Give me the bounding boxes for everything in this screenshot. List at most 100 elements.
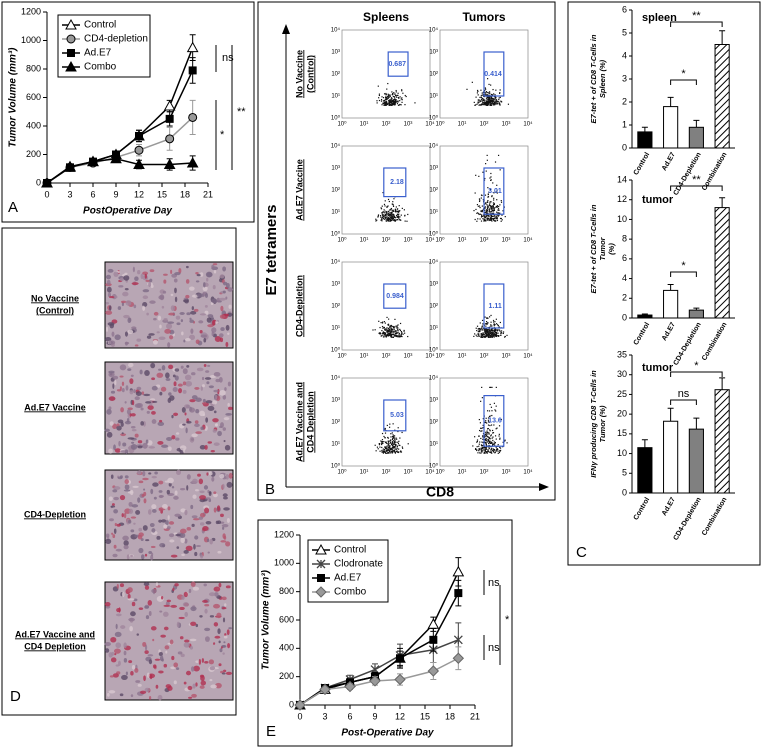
tissue-texture xyxy=(105,538,112,544)
event-dot xyxy=(396,336,398,338)
tissue-texture xyxy=(143,498,147,504)
event-dot xyxy=(489,188,491,191)
marker xyxy=(65,18,77,30)
legend-label: Control xyxy=(334,545,366,556)
event-dot xyxy=(386,449,388,452)
tissue-texture xyxy=(119,583,125,588)
event-dot xyxy=(473,209,475,212)
event-dot xyxy=(490,172,492,175)
tissue-texture xyxy=(117,419,124,424)
tissue-texture xyxy=(163,611,169,617)
tissue-texture xyxy=(227,332,230,335)
tissue-texture xyxy=(105,533,110,538)
event-dot xyxy=(484,329,486,331)
event-dot xyxy=(407,335,409,338)
event-dot xyxy=(488,334,490,336)
event-dot xyxy=(490,208,493,210)
event-dot xyxy=(392,209,394,211)
event-dot xyxy=(492,436,494,438)
tissue-texture xyxy=(202,398,206,403)
tissue-texture xyxy=(188,588,192,594)
event-dot xyxy=(478,445,480,447)
tissue-texture xyxy=(119,494,126,501)
event-dot xyxy=(488,96,490,98)
event-dot xyxy=(390,329,392,332)
tissue-texture xyxy=(138,527,143,532)
tissue-texture xyxy=(228,472,233,479)
tissue-texture xyxy=(175,437,180,441)
event-dot xyxy=(384,200,386,202)
x-tick-label: 10¹ xyxy=(360,354,369,360)
event-dot xyxy=(474,104,477,106)
event-dot xyxy=(399,96,401,98)
event-dot xyxy=(485,420,487,422)
event-dot xyxy=(387,205,389,207)
tissue-texture xyxy=(149,523,155,528)
tissue-texture xyxy=(219,389,226,396)
tissue-texture xyxy=(183,339,186,343)
event-dot xyxy=(393,102,396,104)
event-dot xyxy=(483,446,485,448)
tissue-texture xyxy=(126,409,131,415)
event-dot xyxy=(493,199,495,201)
tissue-texture xyxy=(158,490,163,493)
y-tick-label: 2 xyxy=(622,293,627,303)
tissue-texture xyxy=(221,524,229,528)
event-dot xyxy=(488,326,491,328)
x-tick-label: 10⁴ xyxy=(425,353,435,360)
legend-label: Combo xyxy=(334,587,367,598)
event-dot xyxy=(391,212,393,214)
event-dot xyxy=(396,213,399,215)
event-dot xyxy=(397,451,400,454)
tissue-texture xyxy=(142,295,149,300)
event-dot xyxy=(498,102,500,104)
event-dot xyxy=(388,213,390,215)
tissue-texture xyxy=(215,378,221,383)
tissue-texture xyxy=(224,603,227,607)
event-dot xyxy=(383,332,385,334)
event-dot xyxy=(488,410,491,412)
event-dot xyxy=(494,217,496,219)
tissue-texture xyxy=(200,680,206,686)
event-dot xyxy=(478,101,480,103)
event-dot xyxy=(484,177,486,180)
event-dot xyxy=(387,449,389,451)
event-dot xyxy=(488,433,490,435)
tissue-texture xyxy=(191,395,198,400)
y-tick-label: 10³ xyxy=(429,166,438,172)
tissue-texture xyxy=(104,602,111,607)
event-dot xyxy=(489,206,491,208)
tissue-texture xyxy=(162,503,168,509)
event-dot xyxy=(485,329,488,331)
event-dot xyxy=(485,448,487,451)
event-dot xyxy=(474,218,476,221)
gate xyxy=(483,283,505,329)
tissue-texture xyxy=(149,674,153,680)
tissue-texture xyxy=(195,280,200,283)
event-dot xyxy=(493,197,495,199)
event-dot xyxy=(389,333,391,335)
event-dot xyxy=(391,444,394,447)
event-dot xyxy=(497,209,499,211)
tissue-texture xyxy=(199,313,207,316)
event-dot xyxy=(497,212,499,214)
event-dot xyxy=(488,415,491,418)
tissue-texture xyxy=(111,331,115,337)
event-dot xyxy=(490,84,492,86)
event-dot xyxy=(501,332,503,334)
tissue-texture xyxy=(151,400,158,403)
x-tick-label: 15 xyxy=(420,711,430,721)
event-dot xyxy=(385,93,387,96)
y-tick-label: 4 xyxy=(622,50,627,60)
tissue-texture xyxy=(185,265,189,269)
tissue-texture xyxy=(195,544,201,548)
tissue-texture xyxy=(166,437,173,441)
event-dot xyxy=(393,198,395,200)
legend-label: Clodronate xyxy=(334,559,383,570)
tissue-texture xyxy=(189,317,192,321)
event-dot xyxy=(383,451,386,453)
event-dot xyxy=(383,448,385,451)
tissue-texture xyxy=(225,413,232,416)
tissue-texture xyxy=(196,293,204,298)
event-dot xyxy=(486,441,488,443)
